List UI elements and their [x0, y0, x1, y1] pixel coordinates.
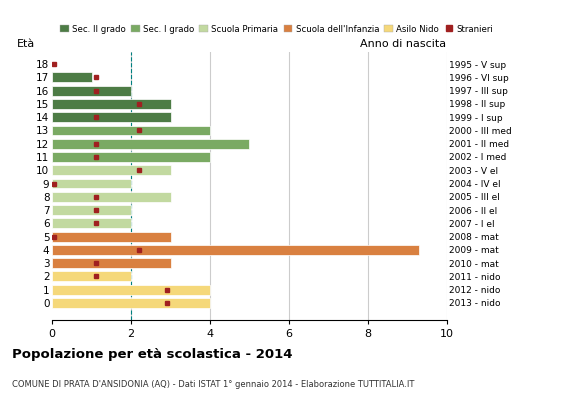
- Bar: [52, 245, 419, 255]
- Bar: [52, 192, 171, 202]
- Text: Anno di nascita: Anno di nascita: [361, 39, 447, 49]
- Bar: [52, 152, 210, 162]
- Legend: Sec. II grado, Sec. I grado, Scuola Primaria, Scuola dell'Infanzia, Asilo Nido, : Sec. II grado, Sec. I grado, Scuola Prim…: [56, 21, 496, 37]
- Bar: [52, 112, 171, 122]
- Bar: [52, 72, 92, 82]
- Text: Età: Età: [17, 39, 35, 49]
- Bar: [52, 126, 210, 136]
- Bar: [52, 285, 210, 294]
- Text: Popolazione per età scolastica - 2014: Popolazione per età scolastica - 2014: [12, 348, 292, 361]
- Bar: [52, 165, 171, 175]
- Bar: [52, 258, 171, 268]
- Bar: [52, 139, 249, 149]
- Bar: [52, 205, 131, 215]
- Bar: [52, 99, 171, 109]
- Bar: [52, 271, 131, 281]
- Bar: [52, 218, 131, 228]
- Text: COMUNE DI PRATA D'ANSIDONIA (AQ) - Dati ISTAT 1° gennaio 2014 - Elaborazione TUT: COMUNE DI PRATA D'ANSIDONIA (AQ) - Dati …: [12, 380, 414, 389]
- Bar: [52, 232, 171, 242]
- Bar: [52, 178, 131, 188]
- Bar: [52, 86, 131, 96]
- Bar: [52, 298, 210, 308]
